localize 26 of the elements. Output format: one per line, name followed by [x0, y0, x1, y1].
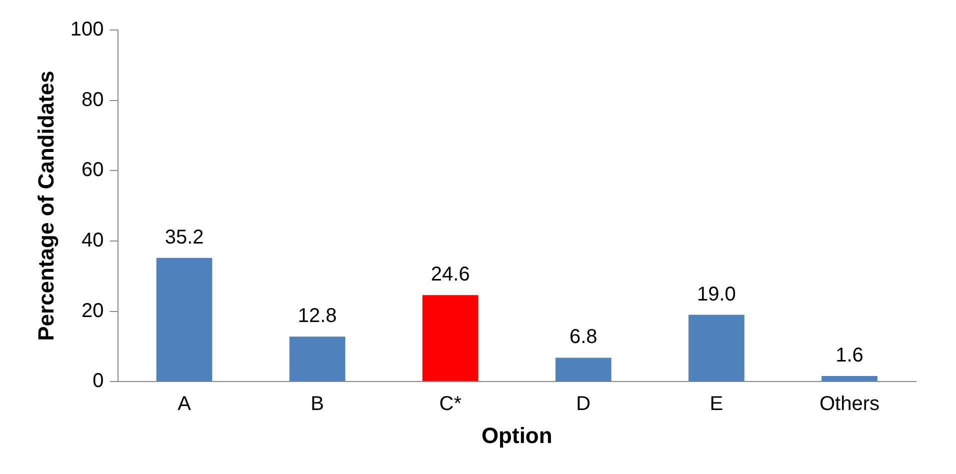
y-tick-label: 80	[82, 88, 104, 111]
y-tick-label: 60	[82, 159, 104, 182]
data-label: 1.6	[836, 344, 864, 366]
y-tick-label: 20	[82, 300, 104, 322]
x-tick-label: B	[310, 393, 324, 416]
x-axis-title: Option	[481, 422, 552, 448]
data-label: 12.8	[298, 305, 337, 328]
x-tick-label: C*	[439, 393, 462, 416]
data-label: 35.2	[164, 226, 204, 248]
y-tick-label: 40	[82, 229, 104, 252]
x-tick-label: E	[710, 393, 724, 416]
bar	[822, 376, 878, 382]
y-tick-label: 0	[92, 370, 104, 392]
x-tick-label: D	[576, 393, 591, 416]
bar	[289, 336, 346, 382]
y-axis-title: Percentage of Candidates	[33, 70, 58, 341]
bar	[688, 314, 744, 382]
x-tick-label: A	[178, 393, 192, 416]
data-label: 6.8	[570, 326, 598, 348]
bar	[422, 295, 478, 382]
data-label: 19.0	[696, 283, 736, 306]
bar	[555, 358, 612, 382]
x-tick-label: Others	[819, 393, 880, 416]
y-tick-label: 100	[70, 18, 104, 41]
data-label: 24.6	[430, 264, 470, 286]
bar	[156, 258, 212, 382]
